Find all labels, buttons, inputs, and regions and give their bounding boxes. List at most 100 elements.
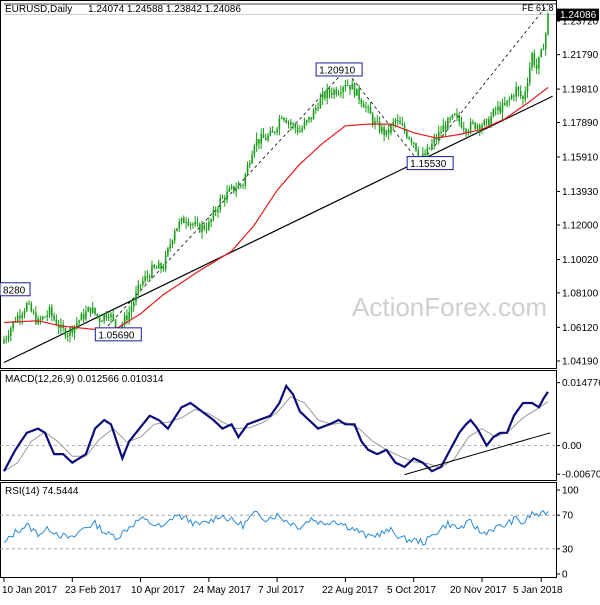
candle-body	[114, 319, 117, 328]
candle-body	[262, 134, 265, 138]
candle-body	[515, 87, 517, 97]
candle-body	[258, 139, 260, 144]
candle-body	[383, 127, 385, 136]
annotation-label: 8280	[3, 285, 26, 296]
candle-body	[128, 312, 130, 320]
candle-body	[283, 117, 285, 120]
candle-body	[399, 120, 401, 124]
candle-body	[296, 127, 299, 132]
candle-body	[35, 312, 37, 324]
dashed-wave-count	[4, 3, 556, 336]
candle-body	[96, 313, 99, 317]
candle-body	[315, 107, 317, 111]
candle-body	[98, 316, 101, 322]
candle-body	[280, 117, 283, 119]
price-tick-label: 1.06120	[562, 323, 599, 334]
candle-body	[299, 131, 301, 133]
annotation-box	[0, 282, 31, 297]
candle-body	[362, 104, 365, 108]
rsi-tick-label: 70	[562, 511, 574, 522]
price-trendline	[3, 95, 553, 364]
candle-body	[333, 89, 335, 95]
rsi-tick-label: 100	[562, 486, 579, 497]
rsi-lines	[0, 510, 556, 550]
candle-body	[132, 301, 135, 307]
macd-tick-label: 0.014776	[562, 378, 600, 389]
candle-body	[513, 95, 515, 97]
candle-body	[276, 128, 278, 132]
support-trendline	[3, 95, 553, 364]
candle-body	[167, 248, 169, 255]
price-tick-label: 1.08100	[562, 288, 599, 299]
candle-body	[356, 88, 358, 96]
candle-body	[148, 276, 151, 278]
candle-body	[267, 135, 269, 140]
candle-body	[244, 174, 247, 186]
candle-body	[412, 142, 415, 144]
price-tick-label: 1.13930	[562, 187, 599, 198]
candle-body	[237, 184, 240, 190]
candle-body	[142, 280, 144, 285]
candle-body	[208, 221, 210, 230]
macd-title: MACD(12,26,9) 0.012566 0.010314	[5, 374, 164, 385]
candle-body	[139, 284, 142, 286]
candle-body	[353, 83, 356, 96]
candle-body	[328, 88, 331, 93]
macd-trendline	[404, 432, 551, 476]
price-tick-label: 1.10020	[562, 255, 599, 266]
candle-body	[394, 119, 397, 122]
annotation-label: 1.05690	[98, 330, 135, 341]
candle-body	[64, 328, 67, 337]
candle-body	[21, 314, 24, 319]
macd-signal-line	[3, 395, 549, 472]
candle-body	[519, 90, 522, 97]
candle-body	[246, 164, 249, 175]
candle-body	[478, 125, 481, 130]
candle-body	[223, 197, 226, 201]
candle-body	[410, 138, 413, 143]
candle-body	[417, 150, 420, 158]
annotation-label: 1.20910	[319, 65, 356, 76]
candle-body	[19, 315, 21, 319]
candle-body	[403, 125, 406, 132]
price-tick-label: 1.19810	[562, 85, 599, 96]
candle-body	[251, 155, 253, 164]
candle-body	[28, 303, 30, 305]
candle-body	[12, 321, 14, 329]
candle-body	[535, 64, 538, 69]
candle-body	[465, 129, 467, 133]
rsi-line	[3, 510, 549, 546]
candle-body	[497, 106, 499, 111]
candle-body	[449, 118, 451, 120]
candle-body	[203, 224, 206, 229]
price-annotations: 1.20910 1.15530 1.05690 8280	[0, 62, 454, 342]
candle-body	[371, 114, 374, 124]
candle-body	[451, 114, 454, 119]
candle-body	[346, 85, 349, 87]
candle-body	[378, 121, 381, 132]
candle-body	[48, 307, 51, 316]
candle-body	[3, 339, 5, 344]
candle-body	[194, 222, 196, 225]
candle-body	[69, 327, 71, 336]
candle-body	[317, 107, 319, 109]
candle-body	[460, 121, 463, 128]
candle-body	[151, 265, 153, 278]
candle-body	[160, 263, 162, 269]
candle-body	[76, 322, 78, 326]
candle-body	[16, 315, 19, 322]
candle-body	[390, 124, 392, 133]
candle-body	[214, 210, 217, 213]
candle-body	[230, 186, 233, 189]
time-tick-label: 5 Jan 2018	[513, 585, 563, 596]
candle-body	[271, 131, 274, 133]
candle-body	[330, 92, 333, 95]
candle-body	[274, 131, 276, 133]
rsi-axis: 100 70 30 0	[556, 486, 579, 581]
candle-body	[82, 313, 85, 320]
time-tick-label: 10 Jan 2017	[2, 585, 57, 596]
candle-body	[176, 228, 178, 232]
candle-body	[30, 303, 33, 312]
candle-body	[46, 315, 49, 317]
candle-body	[547, 13, 549, 34]
